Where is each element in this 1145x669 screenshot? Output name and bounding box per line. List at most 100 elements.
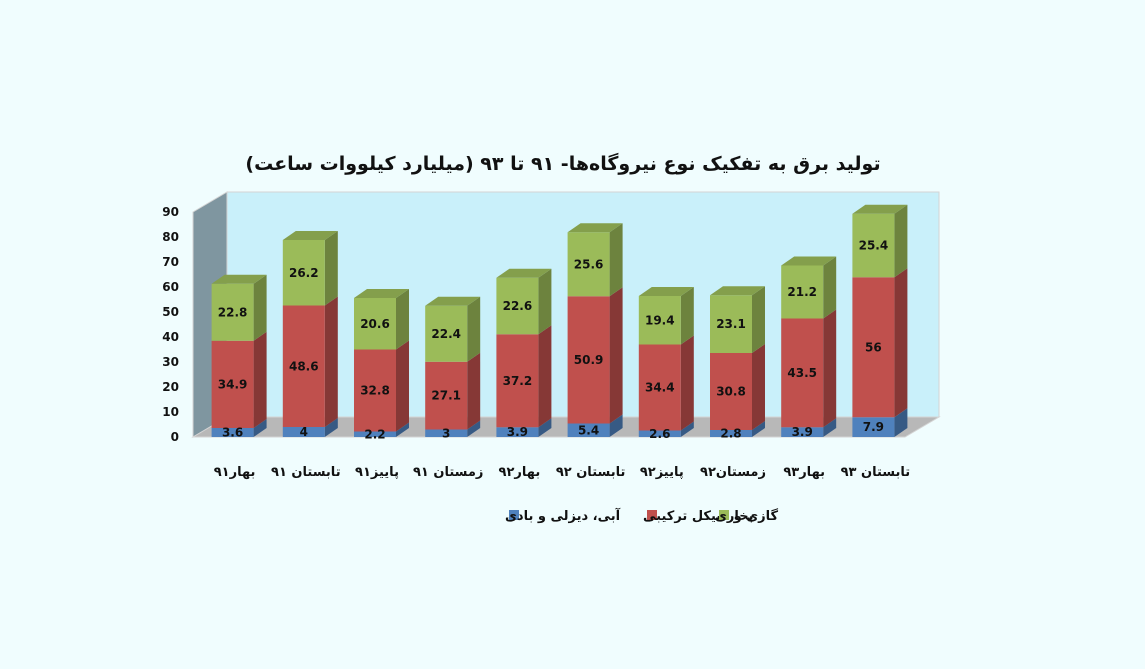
bar-side <box>538 418 552 437</box>
bar-segment <box>496 277 539 335</box>
x-tick-label: تابستان ۹۱ <box>271 465 341 480</box>
bar-side <box>680 421 694 437</box>
data-label: 20.6 <box>360 317 390 331</box>
data-label: 56 <box>865 340 882 354</box>
y-tick-label: 50 <box>162 305 179 319</box>
bar-segment <box>211 283 254 341</box>
bars-group <box>211 204 908 437</box>
bar-side <box>324 231 338 306</box>
legend-swatch <box>719 510 729 520</box>
y-tick-label: 60 <box>162 280 179 294</box>
data-label: 19.4 <box>645 313 675 327</box>
bar-segment <box>282 240 325 306</box>
x-tick-label: بهار۹۲ <box>499 465 541 480</box>
bar-top <box>781 256 837 266</box>
data-label: 22.4 <box>431 327 461 341</box>
data-label: 5.4 <box>578 423 599 437</box>
bar-segment <box>354 349 396 432</box>
bar-side <box>894 204 908 278</box>
data-label: 22.6 <box>503 299 533 313</box>
legend-swatch <box>509 510 519 520</box>
chart-title: تولید برق به تفکیک نوع نیروگاه‌ها- ۹۱ تا… <box>245 152 880 175</box>
bar-segment <box>710 353 752 430</box>
bar-segment <box>638 344 681 431</box>
bar-segment <box>638 296 681 345</box>
bar-segment <box>567 296 610 424</box>
data-label: 22.8 <box>218 305 248 319</box>
y-tick-label: 20 <box>162 380 179 394</box>
axes-group: 0 10 20 30 40 50 60 70 80 90 بهار۹۱ تابستان ۹۱ پاییز… <box>162 205 910 480</box>
data-label: 2.6 <box>649 427 670 441</box>
data-label: 43.5 <box>787 366 817 380</box>
data-label: 3.6 <box>222 426 243 440</box>
bar-segment <box>354 298 396 350</box>
bar-side <box>609 414 623 437</box>
bar-segment <box>425 429 468 437</box>
bar-segment <box>354 431 396 437</box>
y-tick-label: 90 <box>162 205 179 219</box>
data-label: 2.2 <box>364 427 385 441</box>
data-label: 30.8 <box>716 385 746 399</box>
bar-side <box>752 421 765 437</box>
x-tick-label: زمستان ۹۱ <box>413 465 483 480</box>
bar-segment <box>781 427 824 437</box>
data-label: 34.9 <box>218 377 248 391</box>
bar-side <box>538 325 552 428</box>
x-tick-label: تابستان ۹۲ <box>556 465 626 480</box>
bar-segment <box>425 305 468 362</box>
legend-label: آبی، دیزلی و بادی <box>505 507 621 524</box>
bar-side <box>823 418 837 437</box>
bar-side <box>538 268 552 335</box>
data-label: 34.4 <box>645 381 675 395</box>
bar-side <box>823 309 837 428</box>
bar-side <box>324 418 338 437</box>
y-tick-label: 10 <box>162 405 179 419</box>
bar-side <box>467 420 481 437</box>
data-label: 32.8 <box>360 384 390 398</box>
bar-side <box>609 223 623 297</box>
legend-label: بخاری <box>715 509 754 524</box>
bar-side <box>752 344 765 430</box>
bar-top <box>425 296 481 306</box>
legend-item: بخاری <box>715 509 754 524</box>
x-tick-label: بهار۹۱ <box>214 465 256 480</box>
bar-side <box>396 289 409 350</box>
data-label: 4 <box>300 425 308 439</box>
bar-top <box>710 286 765 296</box>
y-tick-label: 30 <box>162 355 179 369</box>
bar-segment <box>781 265 824 319</box>
y-tick-label: 0 <box>171 430 179 444</box>
data-label: 23.1 <box>716 317 746 331</box>
bar-segment <box>211 340 254 428</box>
bar-segment <box>211 428 254 437</box>
bar-side <box>396 340 409 432</box>
data-label: 7.9 <box>863 420 884 434</box>
data-label: 48.6 <box>289 359 319 373</box>
data-label: 27.1 <box>431 389 461 403</box>
data-label: 21.2 <box>787 285 817 299</box>
bar-side <box>894 268 908 418</box>
bar-segment <box>852 213 895 278</box>
data-label: 2.8 <box>720 427 741 441</box>
legend-label: گازی و سیکل ترکیبی <box>643 508 778 524</box>
bar-top <box>354 289 409 298</box>
bar-segment <box>567 423 610 437</box>
bar-side <box>609 287 623 424</box>
data-label: 26.2 <box>289 266 319 280</box>
bar-segment <box>496 334 539 428</box>
bar-segment <box>852 277 895 418</box>
data-label: 37.2 <box>503 374 533 388</box>
x-tick-label: پاییز۹۲ <box>640 465 684 480</box>
bar-segment <box>710 295 752 353</box>
x-tick-label: تابستان ۹۳ <box>841 465 911 480</box>
data-label: 25.6 <box>574 257 604 271</box>
y-tick-label: 40 <box>162 330 179 344</box>
bar-segment <box>852 417 895 437</box>
bar-side <box>253 274 267 341</box>
bar-segment <box>425 361 468 430</box>
bar-side <box>467 296 481 362</box>
data-label: 25.4 <box>859 239 889 253</box>
bar-side <box>467 352 481 430</box>
